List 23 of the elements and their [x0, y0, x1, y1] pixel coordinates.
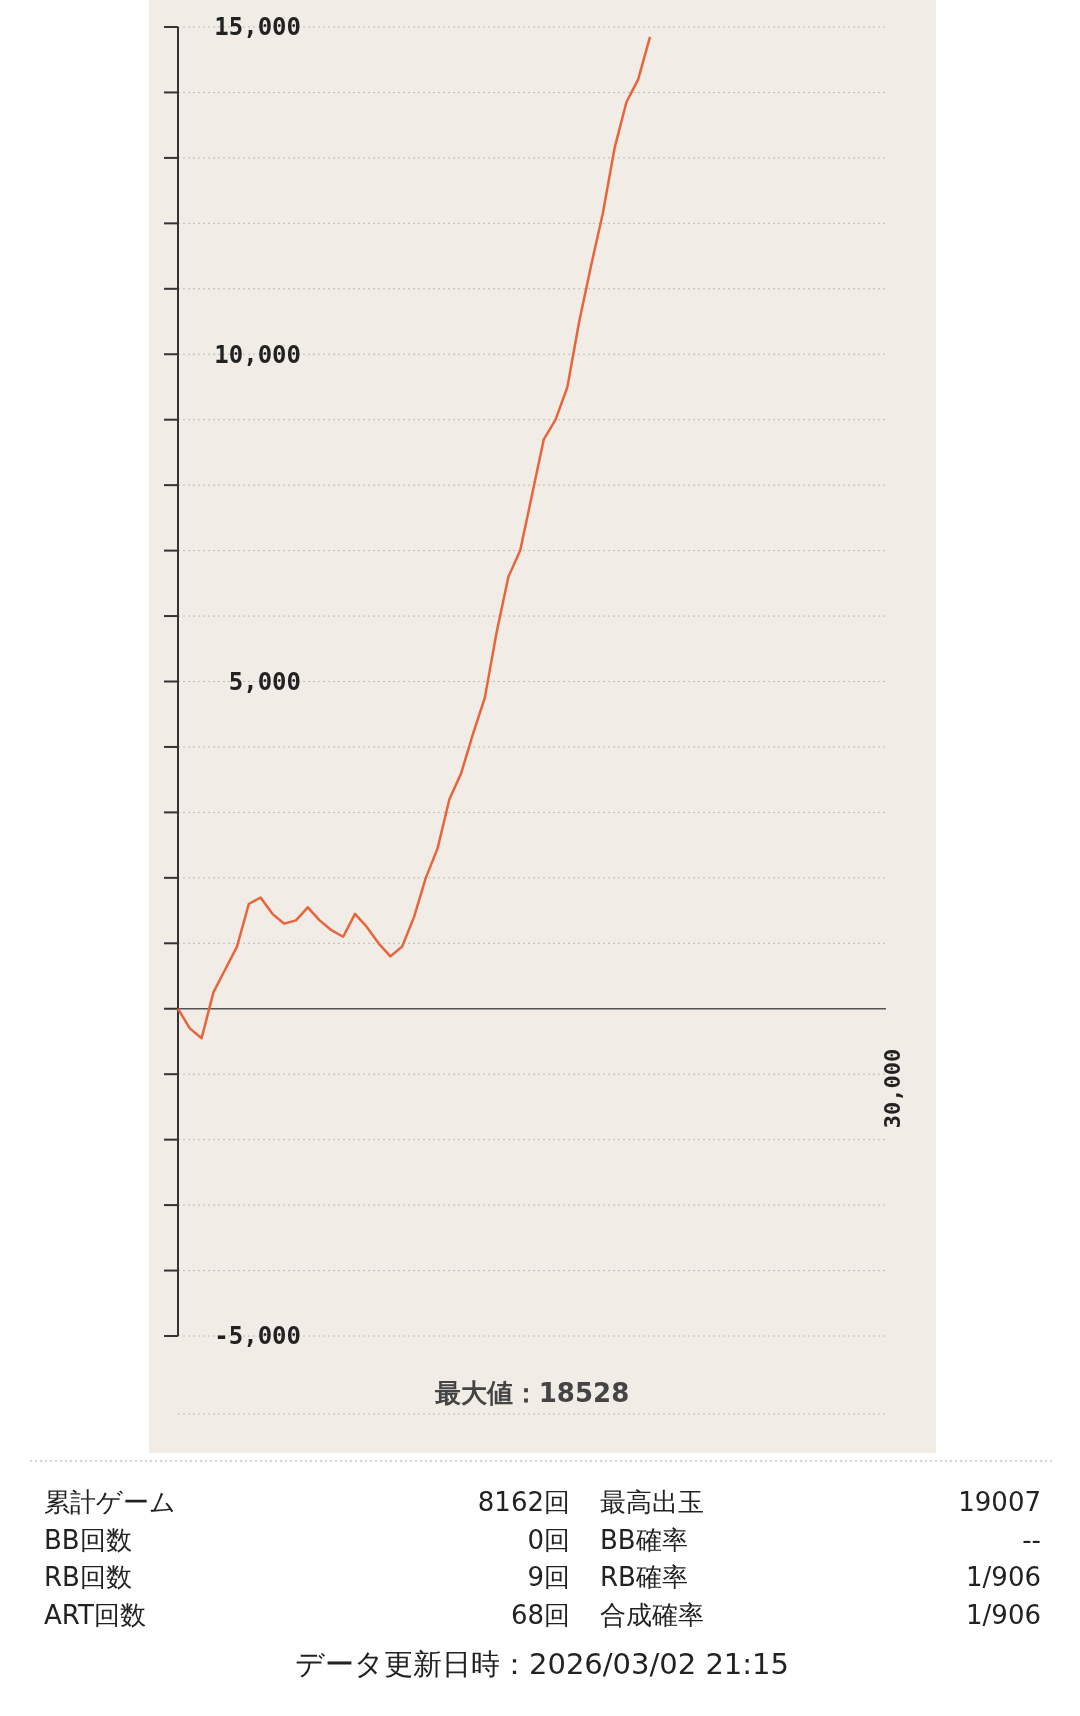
text: 68回 [510, 1599, 570, 1630]
text: -- [1022, 1524, 1041, 1555]
text: 1/906 [966, 1562, 1041, 1593]
text: ART回数 [44, 1599, 146, 1630]
y-tick-label: 10,000 [214, 340, 301, 369]
text: 合成確率 [600, 1599, 704, 1630]
text: 1/906 [966, 1599, 1041, 1630]
text: BB回数 [44, 1524, 132, 1555]
text: RB確率 [600, 1562, 688, 1593]
text: 最高出玉 [600, 1487, 704, 1518]
annotation: 30,000 [880, 1048, 905, 1129]
text: データ更新日時：2026/03/02 21:15 [295, 1647, 789, 1682]
text: 19007 [958, 1487, 1041, 1518]
text: 最大値：18528 [433, 1378, 630, 1408]
y-tick-label: -5,000 [214, 1322, 301, 1351]
text: 0回 [527, 1524, 570, 1555]
y-tick-label: 5,000 [228, 667, 301, 696]
text: BB確率 [600, 1524, 688, 1555]
text: 累計ゲーム [44, 1487, 176, 1518]
text: 9回 [527, 1562, 570, 1593]
text: 8162回 [477, 1487, 570, 1518]
text: RB回数 [44, 1562, 132, 1593]
y-tick-label: 15,000 [214, 13, 301, 42]
